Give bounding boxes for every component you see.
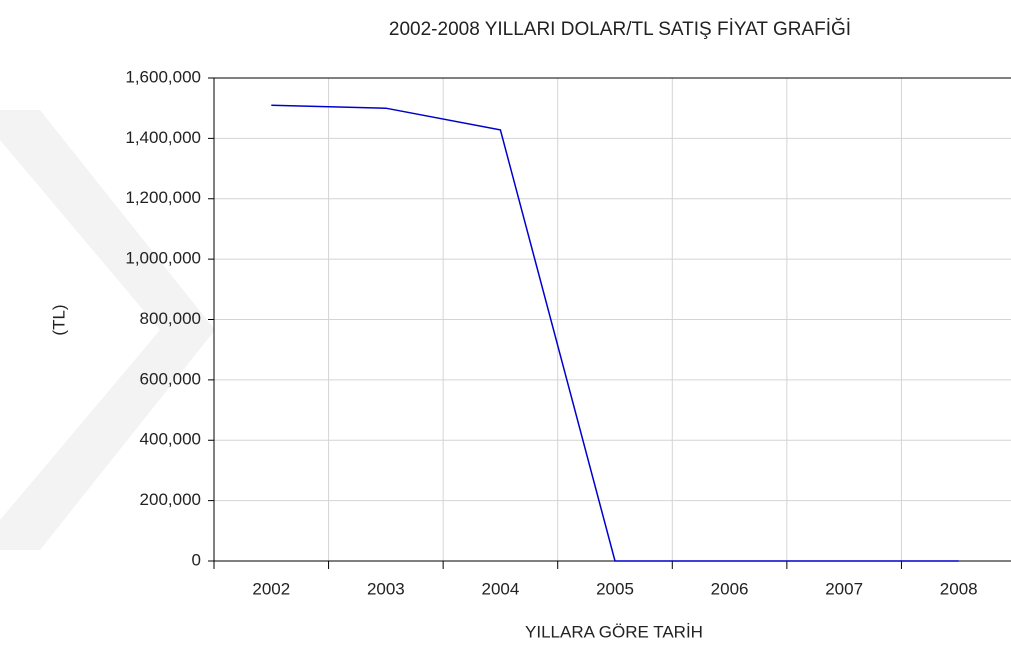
y-tick-label: 1,000,000 xyxy=(125,249,201,268)
x-tick-label: 2007 xyxy=(825,579,863,598)
y-tick-label: 400,000 xyxy=(140,430,201,449)
watermark xyxy=(0,110,215,550)
x-tick-label: 2002 xyxy=(252,579,290,598)
x-tick-label: 2008 xyxy=(940,579,978,598)
y-tick-label: 200,000 xyxy=(140,490,201,509)
x-axis-label: YILLARA GÖRE TARİH xyxy=(525,622,703,641)
x-tick-label: 2005 xyxy=(596,579,634,598)
y-tick-label: 800,000 xyxy=(140,309,201,328)
y-axis-label: (TL) xyxy=(49,304,68,335)
x-tick-label: 2006 xyxy=(711,579,749,598)
data-line xyxy=(271,104,959,562)
y-tick-label: 1,400,000 xyxy=(125,128,201,147)
y-tick-label: 600,000 xyxy=(140,369,201,388)
chart-title: 2002-2008 YILLARI DOLAR/TL SATIŞ FİYAT G… xyxy=(389,18,851,40)
x-tick-label: 2004 xyxy=(482,579,520,598)
y-tick-label: 1,600,000 xyxy=(125,67,201,86)
y-tick-label: 1,200,000 xyxy=(125,188,201,207)
y-tick-label: 0 xyxy=(192,550,201,569)
x-tick-label: 2003 xyxy=(367,579,405,598)
